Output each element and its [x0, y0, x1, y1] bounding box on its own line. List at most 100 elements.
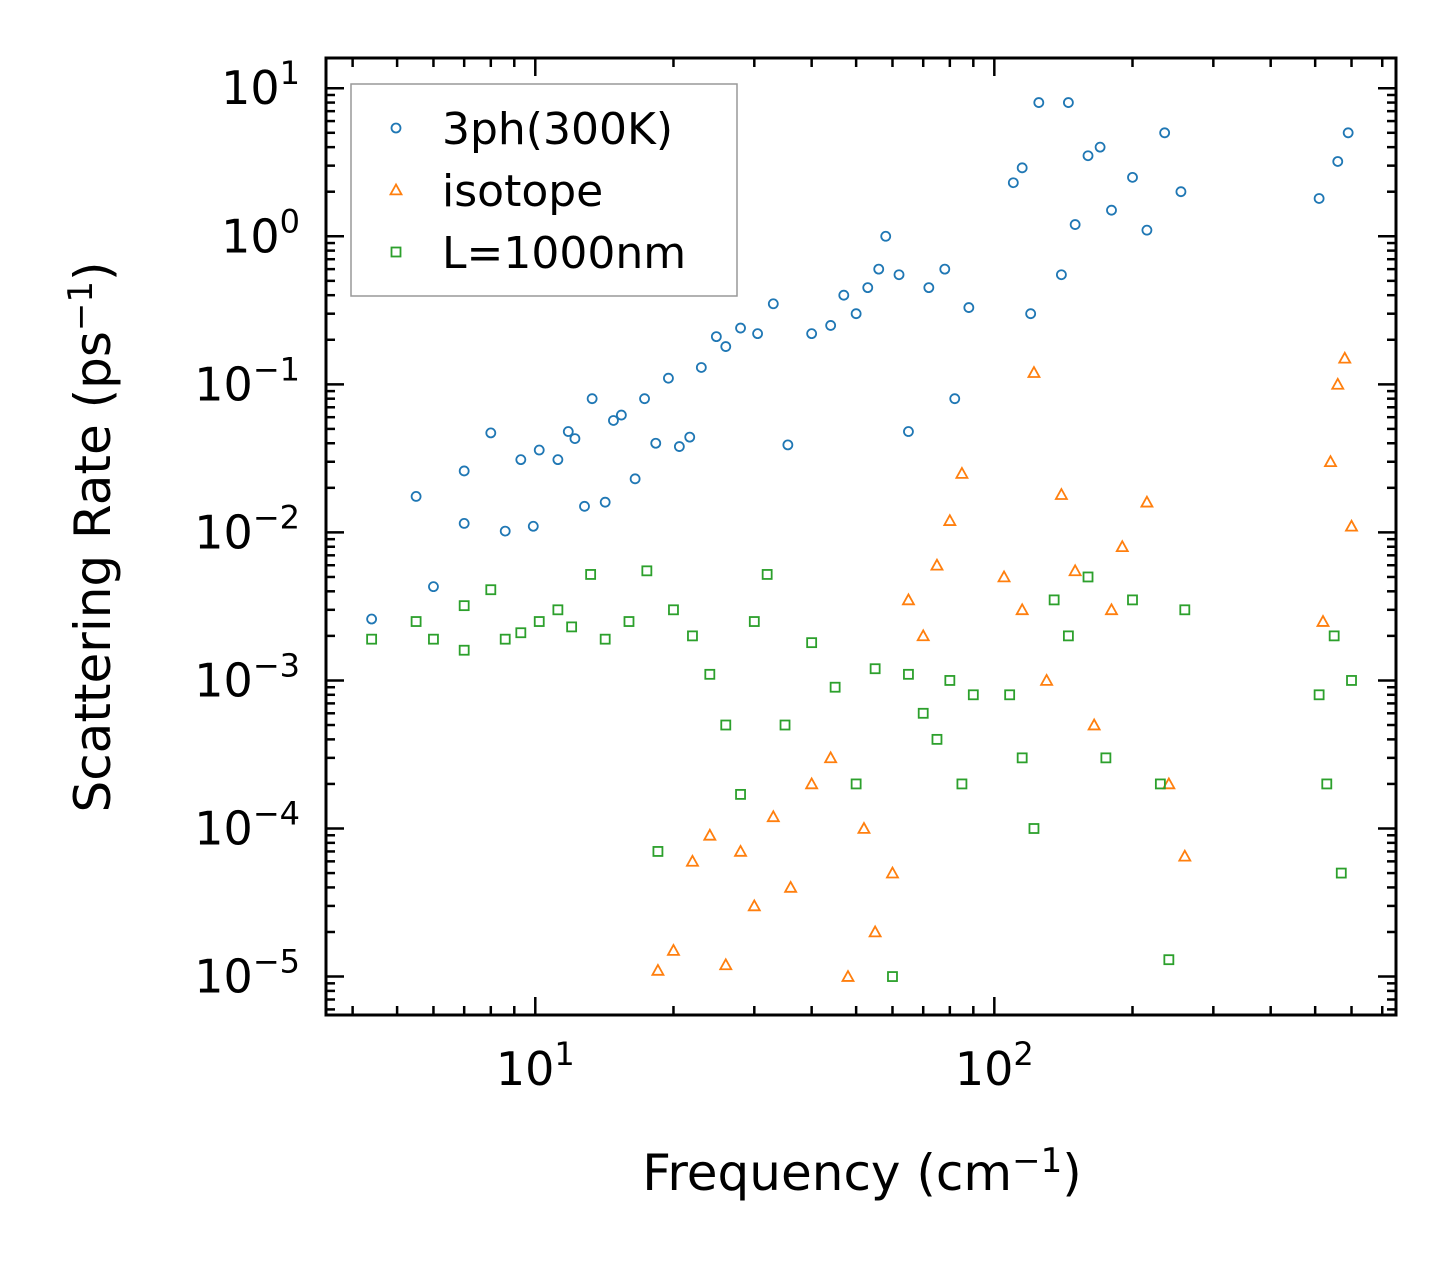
data-point: [485, 584, 497, 596]
data-point: [720, 719, 732, 731]
data-point: [779, 719, 791, 731]
data-point: [1175, 186, 1187, 198]
data-point: [663, 372, 674, 384]
legend-label: L=1000nm: [442, 228, 686, 279]
data-point: [641, 565, 653, 577]
data-point: [695, 362, 707, 373]
data-point: [1127, 171, 1138, 183]
legend-marker-triangle: [388, 182, 404, 196]
data-point: [1062, 630, 1074, 642]
data-point: [562, 426, 574, 437]
data-point: [929, 557, 944, 571]
y-tick-label: 10−3: [194, 646, 300, 707]
data-point: [566, 621, 578, 633]
data-point: [1344, 518, 1359, 532]
data-point: [1139, 494, 1154, 508]
data-point: [629, 473, 641, 485]
data-point: [552, 454, 564, 466]
x-axis-tick-labels: 101 102: [496, 1035, 1034, 1096]
data-point: [704, 668, 716, 680]
data-point: [1055, 269, 1067, 281]
data-point: [954, 466, 969, 479]
data-point: [939, 263, 951, 275]
data-point: [458, 644, 470, 656]
data-point: [1068, 563, 1083, 577]
data-point: [767, 298, 779, 310]
data-point: [702, 827, 717, 841]
data-point: [615, 409, 627, 421]
data-point: [1069, 219, 1081, 230]
data-point: [639, 393, 650, 405]
data-point: [1330, 376, 1345, 390]
data-point: [1161, 776, 1176, 790]
y-axis-label: Scattering Rate (ps−1): [61, 261, 122, 812]
legend-marker-square: [390, 246, 402, 258]
data-point: [673, 441, 685, 452]
data-point: [650, 437, 662, 449]
data-point: [823, 750, 838, 764]
data-point: [873, 263, 885, 275]
data-point: [1048, 594, 1060, 606]
data-point: [1328, 630, 1340, 642]
data-point: [761, 569, 773, 580]
data-point: [893, 269, 905, 281]
series-circle: [366, 97, 1354, 625]
data-point: [942, 513, 957, 526]
data-point: [1179, 604, 1191, 616]
data-point: [944, 675, 956, 686]
data-point: [499, 633, 511, 645]
data-point: [599, 633, 611, 645]
series-square: [366, 565, 1357, 982]
legend-label: 3ph(300K): [442, 104, 673, 155]
data-point: [1337, 350, 1352, 364]
data-point: [747, 898, 762, 912]
data-point: [1039, 673, 1054, 686]
data-point: [850, 778, 862, 790]
data-point: [1004, 689, 1016, 701]
data-point: [887, 971, 898, 982]
data-point: [685, 853, 700, 867]
data-point: [917, 707, 929, 719]
data-point: [569, 433, 581, 445]
data-point: [1025, 308, 1037, 320]
data-point: [533, 616, 545, 627]
data-point: [806, 328, 818, 340]
data-point: [869, 663, 881, 675]
data-point: [1127, 594, 1138, 606]
data-point: [1087, 717, 1102, 731]
plot-frame: [324, 56, 1398, 1017]
data-point: [1154, 778, 1166, 790]
data-point: [1026, 365, 1041, 378]
data-point: [710, 331, 722, 343]
y-tick-label: 10−1: [194, 350, 300, 411]
data-point: [901, 592, 916, 606]
data-point: [533, 444, 545, 456]
data-point: [1015, 602, 1030, 616]
data-point: [579, 500, 590, 512]
data-point: [1016, 162, 1028, 174]
data-point: [838, 289, 850, 301]
y-tick-label: 100: [221, 202, 300, 263]
y-tick-label: 10−4: [194, 795, 300, 856]
data-point: [829, 681, 841, 693]
data-point: [782, 439, 794, 451]
data-point: [1054, 487, 1069, 500]
legend-marker-circle: [390, 122, 402, 134]
data-point: [1100, 752, 1112, 764]
data-point: [1082, 150, 1094, 162]
data-point: [1313, 193, 1325, 204]
data-point: [366, 613, 378, 625]
data-point: [1016, 752, 1028, 764]
data-point: [410, 491, 422, 502]
legend: 3ph(300K) isotope L=1000nm: [350, 83, 738, 297]
data-point: [485, 427, 497, 439]
data-point: [1321, 778, 1333, 790]
data-point: [515, 627, 527, 639]
y-tick-label: 101: [221, 54, 300, 115]
data-point: [862, 282, 874, 294]
data-point: [458, 600, 470, 612]
data-point: [825, 320, 837, 331]
data-point: [1028, 823, 1040, 834]
data-point: [552, 604, 564, 616]
